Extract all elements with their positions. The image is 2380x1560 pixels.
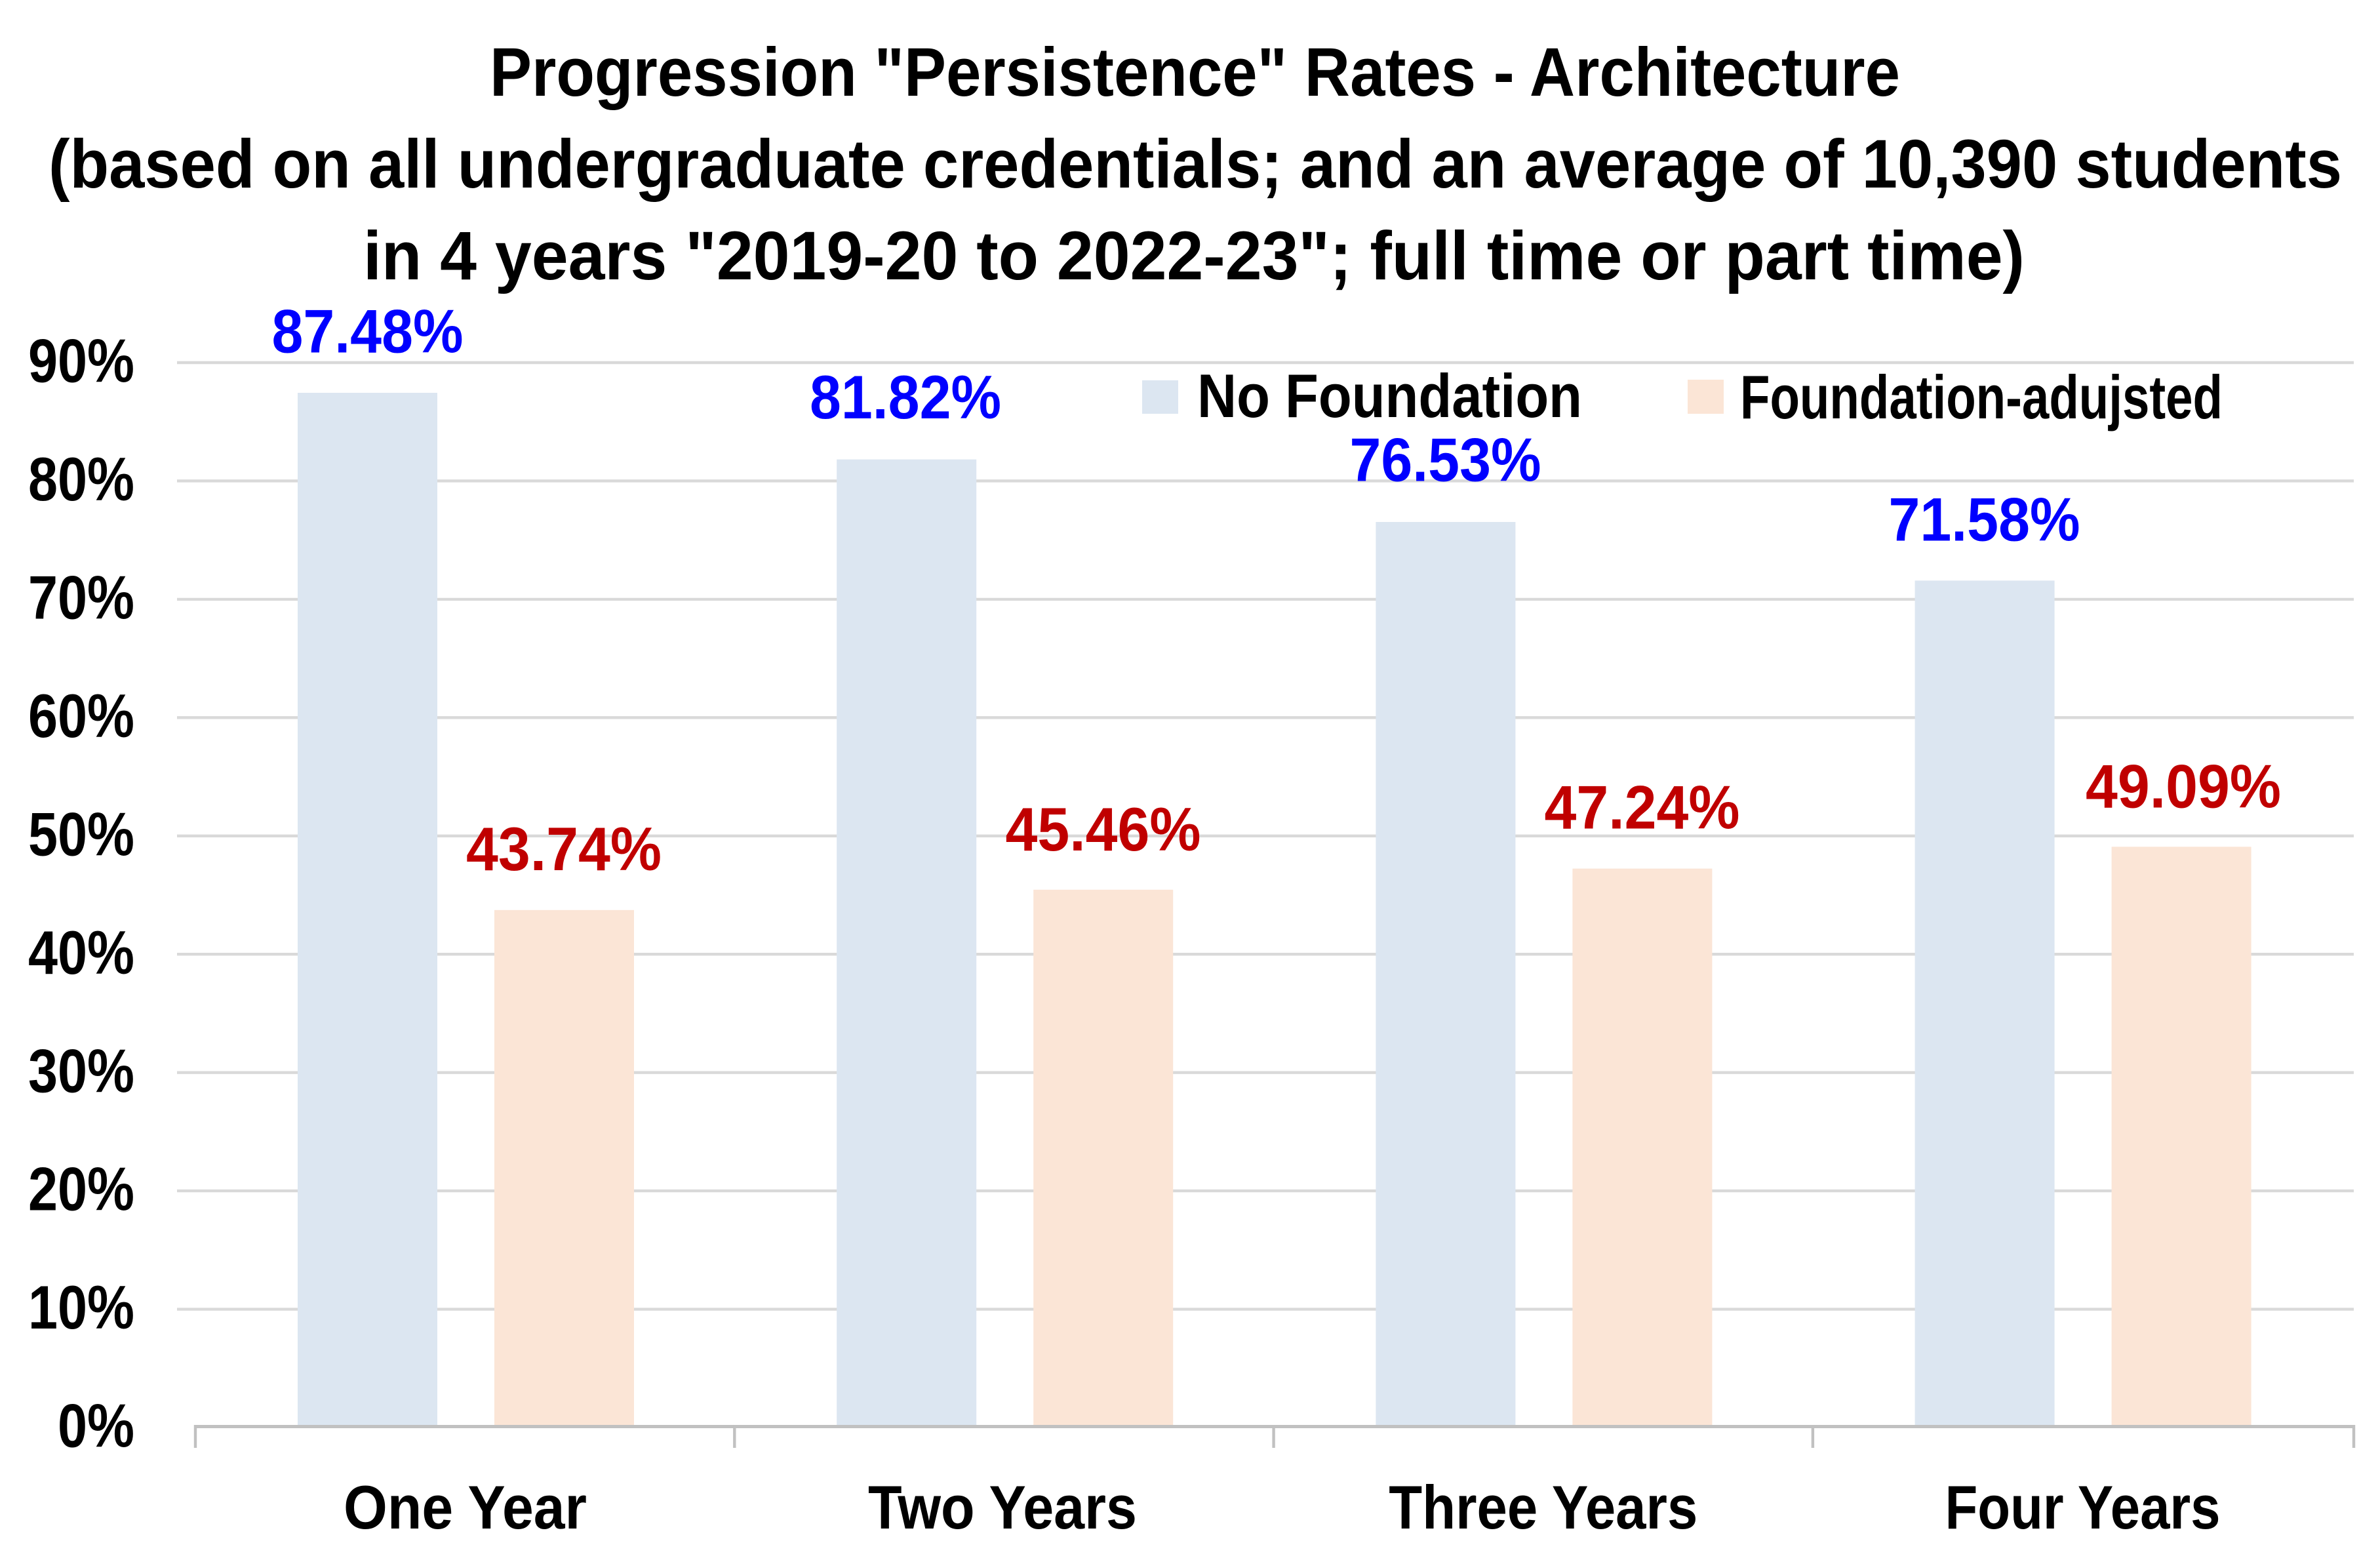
svg-text:Four Years: Four Years <box>1945 1473 2221 1542</box>
svg-text:20%: 20% <box>28 1155 134 1224</box>
svg-text:(based on all undergraduate cr: (based on all undergraduate credentials;… <box>49 126 2342 203</box>
svg-text:One Year: One Year <box>344 1473 587 1542</box>
svg-text:49.09%: 49.09% <box>2086 752 2281 821</box>
svg-text:No Foundation: No Foundation <box>1197 361 1582 430</box>
svg-text:71.58%: 71.58% <box>1889 485 2080 553</box>
svg-text:0%: 0% <box>58 1391 134 1460</box>
svg-text:10%: 10% <box>28 1273 134 1342</box>
svg-text:45.46%: 45.46% <box>1006 795 1201 864</box>
svg-text:70%: 70% <box>28 563 134 632</box>
svg-text:50%: 50% <box>28 799 134 868</box>
svg-text:30%: 30% <box>28 1036 134 1105</box>
svg-text:Foundation-adujsted: Foundation-adujsted <box>1740 363 2223 431</box>
svg-text:in 4 years "2019-20 to 2022-23: in 4 years "2019-20 to 2022-23"; full ti… <box>363 218 2025 294</box>
svg-text:76.53%: 76.53% <box>1350 426 1541 494</box>
svg-text:80%: 80% <box>28 445 134 513</box>
svg-text:Progression "Persistence" Rate: Progression "Persistence" Rates - Archit… <box>490 34 1900 111</box>
svg-text:90%: 90% <box>28 327 134 395</box>
svg-text:43.74%: 43.74% <box>466 814 662 883</box>
svg-text:Three Years: Three Years <box>1389 1473 1697 1542</box>
svg-text:60%: 60% <box>28 681 134 750</box>
svg-text:40%: 40% <box>28 918 134 987</box>
svg-text:47.24%: 47.24% <box>1545 773 1740 842</box>
svg-text:81.82%: 81.82% <box>810 363 1001 431</box>
svg-text:Two Years: Two Years <box>868 1473 1137 1542</box>
svg-text:87.48%: 87.48% <box>272 297 464 366</box>
